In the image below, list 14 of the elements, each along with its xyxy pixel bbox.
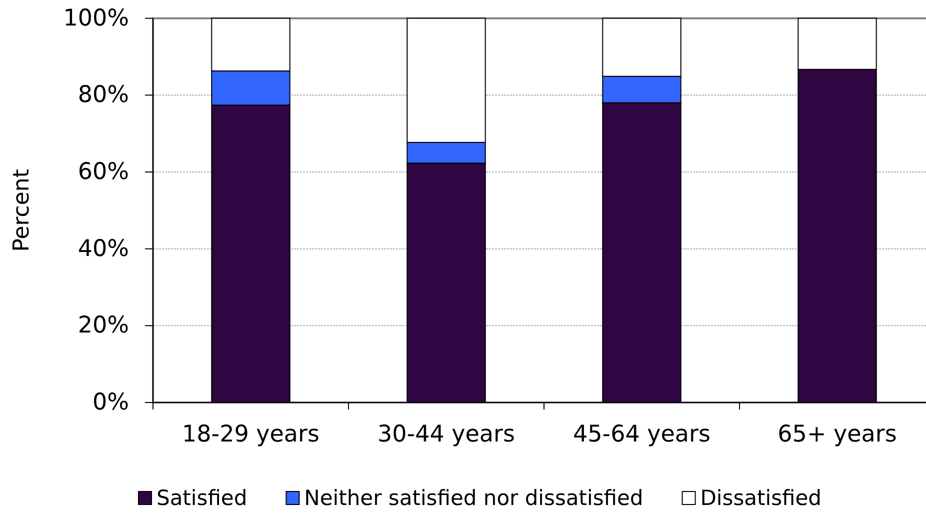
legend-label: Dissatisfied xyxy=(700,486,822,510)
y-axis-title: Percent xyxy=(10,168,34,252)
legend-label: Neither satisfied nor dissatisfied xyxy=(304,486,644,510)
x-tick-label: 45-64 years xyxy=(573,422,710,448)
x-tick-label: 18-29 years xyxy=(182,422,320,448)
y-tick-label: 80% xyxy=(78,82,129,108)
y-tick-label: 0% xyxy=(92,390,129,416)
y-tick-label: 20% xyxy=(78,312,129,339)
x-tick-label: 30-44 years xyxy=(378,422,515,448)
legend-label: Satisfied xyxy=(156,486,248,510)
x-tick-label: 65+ years xyxy=(778,422,897,448)
y-tick-label: 100% xyxy=(63,5,129,32)
y-tick-label: 40% xyxy=(78,236,129,262)
y-tick-label: 60% xyxy=(78,158,129,185)
